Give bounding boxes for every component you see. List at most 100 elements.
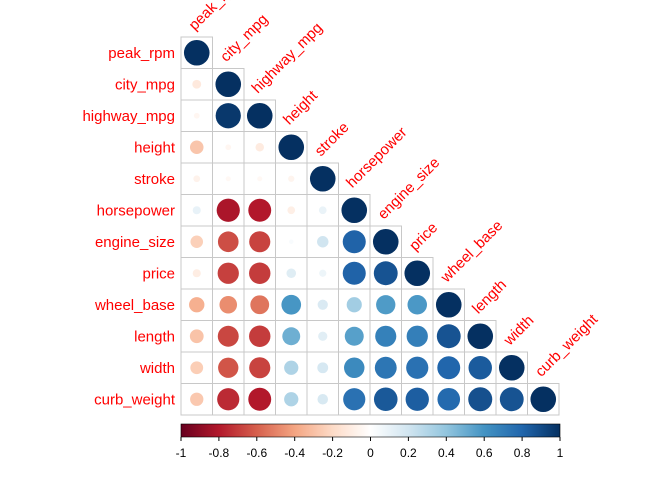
colorbar-tick-label: 0.2 — [400, 446, 417, 460]
corr-circle-wheel-base-wheel-base — [435, 291, 462, 318]
colorbar-tick-label: 0.6 — [476, 446, 493, 460]
corr-circle-width-city-mpg — [218, 357, 239, 378]
corr-circle-length-engine-size — [375, 325, 397, 347]
corr-circle-curb-weight-city-mpg — [217, 388, 240, 411]
col-label-price: price — [406, 219, 441, 254]
corr-circle-engine-size-peak-rpm — [190, 235, 204, 249]
col-label-peak-rpm: peak_rpm — [186, 0, 245, 34]
corr-circle-curb-weight-price — [405, 387, 429, 411]
corr-circle-engine-size-horsepower — [342, 230, 366, 254]
corr-circle-wheel-base-horsepower — [346, 297, 362, 313]
corr-circle-curb-weight-length — [468, 387, 493, 412]
corr-circle-price-horsepower — [342, 261, 366, 285]
col-label-wheel-base: wheel_base — [437, 217, 506, 286]
colorbar-tick-label: -0.8 — [209, 446, 230, 460]
corr-circle-wheel-base-peak-rpm — [189, 297, 205, 313]
cell-grid — [180, 36, 560, 416]
corr-circle-engine-size-stroke — [317, 236, 329, 248]
colorbar-gradient — [180, 423, 561, 438]
corr-circle-length-price — [406, 325, 428, 347]
colorbar-tick-label: 0 — [367, 446, 374, 460]
corr-circle-highway-mpg-city-mpg — [215, 103, 241, 129]
corr-circle-wheel-base-height — [281, 294, 302, 315]
column-labels: peak_rpmcity_mpghighway_mpgheightstrokeh… — [186, 0, 602, 380]
corr-circle-height-city-mpg — [225, 144, 232, 151]
col-label-engine-size: engine_size — [375, 154, 444, 223]
corr-circle-curb-weight-engine-size — [373, 387, 398, 412]
corr-circle-curb-weight-peak-rpm — [190, 392, 204, 406]
corr-circle-width-height — [284, 360, 299, 375]
row-label-peak-rpm: peak_rpm — [108, 45, 175, 62]
corr-circle-peak-rpm-peak-rpm — [183, 39, 210, 66]
colorbar-tick-label: 1 — [557, 446, 564, 460]
row-label-width: width — [139, 360, 175, 377]
row-label-wheel-base: wheel_base — [94, 297, 175, 314]
colorbar-tick-label: -1 — [176, 446, 187, 460]
row-label-length: length — [134, 328, 175, 345]
corr-circle-price-height — [286, 268, 297, 279]
col-label-horsepower: horsepower — [343, 124, 410, 191]
corr-circle-city-mpg-peak-rpm — [192, 79, 202, 89]
corr-circle-engine-size-highway-mpg — [249, 231, 271, 253]
row-label-stroke: stroke — [134, 171, 175, 188]
corr-circle-width-horsepower — [344, 357, 365, 378]
row-label-horsepower: horsepower — [97, 202, 175, 219]
corr-circle-stroke-height — [288, 175, 295, 182]
corr-circle-price-city-mpg — [217, 262, 239, 284]
corr-circle-width-highway-mpg — [249, 357, 271, 379]
corr-circle-highway-mpg-peak-rpm — [193, 112, 200, 119]
corr-circle-curb-weight-horsepower — [343, 388, 366, 411]
corr-circle-curb-weight-wheel-base — [437, 387, 461, 411]
corr-circle-wheel-base-highway-mpg — [250, 295, 270, 315]
corr-circle-curb-weight-height — [284, 392, 299, 407]
col-label-curb-weight: curb_weight — [532, 311, 602, 381]
corr-circle-engine-size-engine-size — [372, 228, 399, 255]
corr-circle-height-peak-rpm — [189, 140, 204, 155]
col-label-length: length — [469, 276, 510, 317]
corr-circle-horsepower-horsepower — [341, 197, 368, 224]
corr-circle-length-city-mpg — [217, 325, 239, 347]
corr-circle-curb-weight-curb-weight — [530, 386, 557, 413]
colorbar-tick-label: -0.4 — [284, 446, 305, 460]
corr-circle-price-engine-size — [373, 261, 398, 286]
corr-circle-width-stroke — [317, 362, 329, 374]
corr-circle-horsepower-highway-mpg — [248, 198, 272, 222]
corr-circle-highway-mpg-highway-mpg — [246, 102, 273, 129]
col-label-height: height — [280, 87, 322, 129]
corr-circle-stroke-city-mpg — [225, 176, 231, 182]
corr-circle-wheel-base-engine-size — [376, 295, 396, 315]
col-label-city-mpg: city_mpg — [217, 11, 271, 65]
colorbar-tick-label: 0.4 — [438, 446, 455, 460]
corr-circle-length-length — [467, 323, 494, 350]
corr-circle-stroke-highway-mpg — [257, 176, 263, 182]
corr-circle-length-height — [282, 327, 301, 346]
corr-circle-height-highway-mpg — [255, 143, 264, 152]
corr-circle-city-mpg-city-mpg — [215, 71, 242, 98]
corr-circle-stroke-peak-rpm — [193, 175, 201, 183]
corr-circle-width-width — [498, 354, 525, 381]
cell-curb-weight-curb-weight — [527, 383, 560, 416]
corr-circle-curb-weight-stroke — [317, 393, 329, 405]
corr-circle-width-engine-size — [374, 356, 397, 379]
col-label-stroke: stroke — [312, 119, 353, 160]
colorbar-tick-label: 0.8 — [514, 446, 531, 460]
colorbar: -1 -0.8 -0.6 -0.4 -0.2 0 0.2 0.4 0.6 0.8 1 — [176, 423, 564, 460]
corr-circle-wheel-base-price — [407, 295, 427, 315]
corr-circle-price-highway-mpg — [249, 262, 271, 284]
row-label-city-mpg: city_mpg — [115, 76, 175, 93]
corr-circle-length-stroke — [318, 331, 328, 341]
corr-circle-price-price — [404, 260, 431, 287]
corr-circle-length-horsepower — [344, 326, 364, 346]
corr-circle-engine-size-height — [289, 239, 294, 244]
corr-circle-price-peak-rpm — [192, 269, 201, 278]
corr-circle-length-highway-mpg — [249, 325, 271, 347]
colorbar-tick-label: -0.6 — [246, 446, 267, 460]
col-label-width: width — [500, 312, 537, 349]
corr-circle-stroke-stroke — [309, 165, 336, 192]
corr-circle-width-wheel-base — [437, 356, 461, 380]
colorbar-tick-label: -0.2 — [322, 446, 343, 460]
corr-circle-horsepower-peak-rpm — [192, 206, 201, 215]
corr-circle-horsepower-city-mpg — [216, 198, 240, 222]
